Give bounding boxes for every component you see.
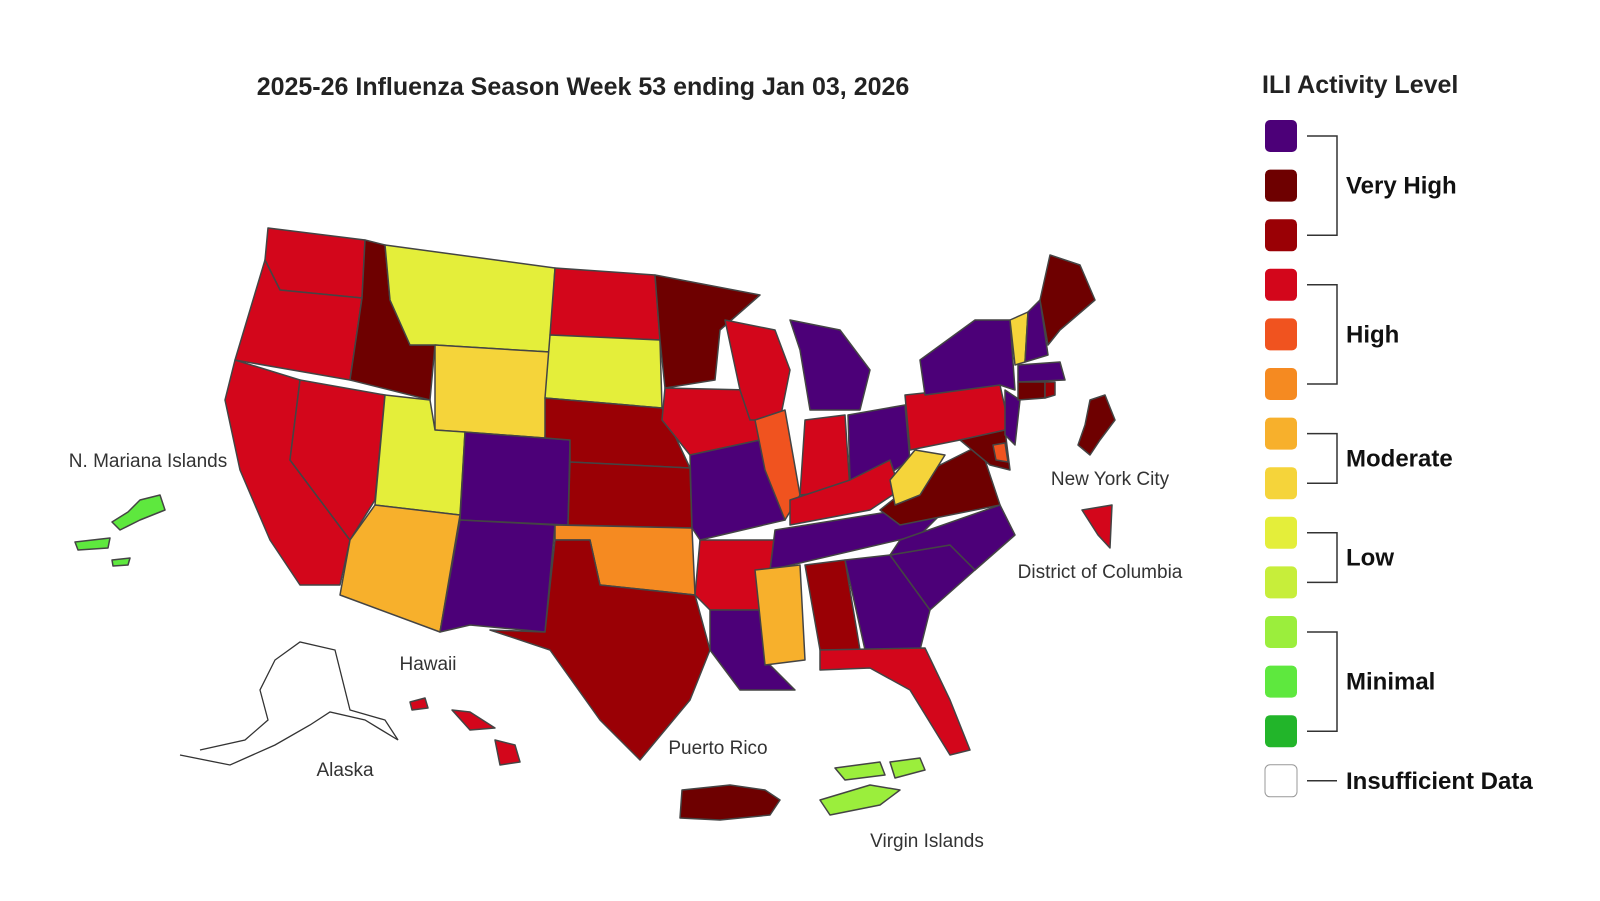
map-label: Virgin Islands xyxy=(870,831,984,852)
legend-swatch xyxy=(1264,764,1298,798)
legend-swatch xyxy=(1265,616,1297,648)
map-label: N. Mariana Islands xyxy=(69,451,227,472)
legend-label: High xyxy=(1346,321,1399,348)
legend-title: ILI Activity Level xyxy=(1262,71,1458,99)
map-label: Alaska xyxy=(316,760,373,781)
legend-swatch xyxy=(1265,368,1297,400)
map-label: District of Columbia xyxy=(1018,562,1183,583)
legend-swatch xyxy=(1265,169,1297,202)
legend-bracket xyxy=(1307,432,1338,484)
legend-swatch xyxy=(1265,665,1297,698)
legend-label: Minimal xyxy=(1346,669,1435,696)
legend-swatch xyxy=(1265,219,1297,252)
territories xyxy=(74,394,1116,821)
legend-bracket xyxy=(1307,135,1338,236)
map-title: 2025-26 Influenza Season Week 53 ending … xyxy=(257,73,910,101)
states xyxy=(224,227,1096,761)
legend-swatch xyxy=(1265,417,1297,450)
legend-label: Very High xyxy=(1346,173,1457,200)
map-label: Hawaii xyxy=(399,654,456,675)
legend-swatch xyxy=(1265,467,1297,500)
legend: Very High High Moderate Low Minimal Insuffici… xyxy=(1264,120,1533,798)
legend-bracket xyxy=(1307,284,1338,385)
legend-swatch xyxy=(1265,268,1297,301)
legend-label: Moderate xyxy=(1346,445,1453,472)
legend-swatch xyxy=(1265,516,1297,549)
legend-swatch xyxy=(1265,566,1297,599)
legend-bracket xyxy=(1307,532,1338,584)
legend-label: Low xyxy=(1346,545,1394,572)
legend-swatch xyxy=(1265,715,1297,748)
legend-bracket xyxy=(1307,631,1338,732)
legend-label: Insufficient Data xyxy=(1346,768,1533,795)
map-label: New York City xyxy=(1051,469,1170,490)
map-label: Puerto Rico xyxy=(668,738,767,759)
legend-swatch xyxy=(1265,318,1297,351)
legend-swatch xyxy=(1265,120,1297,152)
